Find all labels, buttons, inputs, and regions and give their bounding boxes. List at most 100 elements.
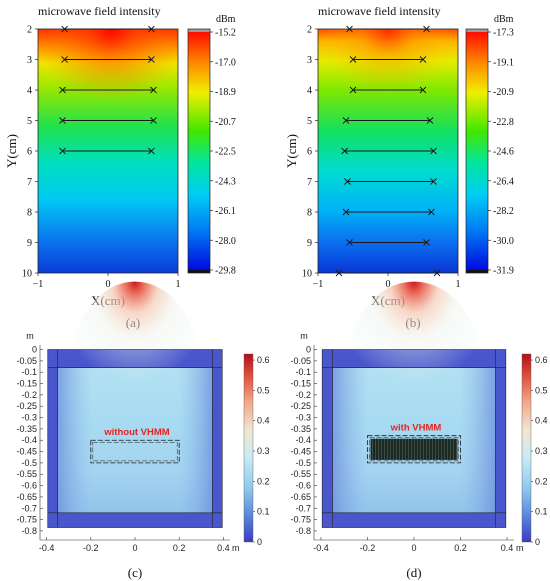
colorbar-tick-label: 0.4 (257, 416, 270, 426)
panel-c: without VHMM0-0.05-0.1-0.15-0.2-0.25-0.3… (16, 281, 270, 580)
colorbar-unit: dBm (494, 14, 514, 25)
measurement-point (59, 147, 66, 155)
panel-b: microwave field intensity2345678910−101X… (284, 4, 514, 330)
colorbar-tick-label: 0.6 (257, 355, 270, 365)
colorbar-tick-label: -22.5 (215, 147, 236, 158)
measurement-point (342, 117, 350, 124)
y-tick-label: 5 (27, 116, 32, 127)
colorbar-tick-label: -19.1 (493, 57, 514, 68)
y-tick-label: 0 (306, 345, 311, 355)
panel-d: with VHMM0-0.05-0.1-0.15-0.2-0.25-0.3-0.… (290, 281, 548, 580)
y-tick-label: -0.2 (295, 390, 311, 400)
y-tick-label: -0.45 (290, 447, 311, 457)
panel-caption: (d) (406, 565, 421, 580)
y-tick-label: -0.75 (290, 515, 311, 525)
y-tick-label: -0.25 (290, 401, 311, 411)
measurement-point (150, 117, 157, 124)
measurement-line (59, 86, 157, 94)
y-tick-label: -0.8 (21, 526, 37, 536)
measurement-line (344, 178, 437, 185)
colorbar-tick-label: 0.2 (257, 476, 270, 486)
colorbar-tick-label: -28.2 (493, 206, 514, 217)
colorbar-tick-label: 0.1 (257, 507, 270, 517)
chart-title: microwave field intensity (318, 4, 441, 18)
measurement-line (342, 208, 435, 216)
colorbar-tick-label: -15.2 (215, 28, 236, 39)
y-tick-label: -0.55 (290, 469, 311, 479)
measurement-point (148, 56, 155, 63)
measurement-line (349, 86, 427, 94)
x-tick-label: 0 (411, 543, 416, 553)
y-tick-label: -0.5 (295, 458, 311, 468)
load-annotation: without VHMM (103, 427, 170, 438)
y-tick-label: -0.4 (295, 435, 311, 445)
x-tick-label: -0.4 (313, 543, 329, 553)
x-unit-label: m (232, 543, 240, 553)
vhmm-block (370, 438, 458, 460)
x-tick-label: 1 (456, 279, 461, 290)
measurement-point (148, 147, 155, 155)
measurement-point (423, 25, 430, 33)
colorbar-tick-label: -29.8 (215, 266, 236, 277)
y-tick-label: -0.45 (16, 447, 37, 457)
x-tick-label: -0.4 (39, 543, 55, 553)
measurement-point (342, 208, 350, 216)
colorbar-tick-label: -24.6 (493, 147, 514, 158)
y-tick-label: 4 (307, 86, 312, 97)
measurement-point (430, 147, 437, 155)
y-unit-label: m (300, 331, 308, 341)
y-tick-label: 2 (307, 25, 312, 36)
y-tick-label: -0.75 (16, 515, 37, 525)
load-dashed-box (367, 435, 461, 464)
y-tick-label: 5 (307, 116, 312, 127)
colorbar-tick-label: 0.3 (257, 446, 270, 456)
measurement-point (150, 86, 157, 94)
measurement-point (426, 117, 434, 124)
y-tick-label: 8 (27, 208, 32, 219)
measurement-point (346, 239, 353, 246)
panel-a: microwave field intensity2345678910−101X… (4, 4, 236, 330)
measurement-point (349, 56, 357, 63)
colorbar-tick-label: -18.9 (215, 87, 236, 98)
colorbar-tick-label: -26.1 (215, 206, 236, 217)
y-tick-label: -0.35 (290, 424, 311, 434)
measurement-point (59, 117, 66, 124)
y-tick-label: -0.1 (295, 367, 311, 377)
field-hotspot (345, 281, 483, 456)
y-tick-label: -0.6 (21, 481, 37, 491)
y-axis-label: Y(cm) (284, 134, 299, 168)
y-tick-label: -0.65 (16, 492, 37, 502)
load-dashed-box-inner (92, 441, 178, 462)
colorbar-tick-label: -20.9 (493, 87, 514, 98)
y-tick-label: -0.6 (295, 481, 311, 491)
y-tick-label: -0.8 (295, 526, 311, 536)
y-tick-label: 0 (32, 345, 37, 355)
x-tick-label: 0.4 (501, 543, 514, 553)
colorbar (466, 29, 488, 273)
y-tick-label: -0.35 (16, 424, 37, 434)
y-unit-label: m (26, 331, 34, 341)
outer-boundary (47, 349, 223, 528)
colorbar-unit: dBm (216, 14, 236, 25)
y-tick-label: 6 (307, 147, 312, 158)
measurement-line (59, 147, 155, 155)
x-tick-label: -0.2 (83, 543, 99, 553)
measurement-line (335, 269, 441, 277)
measurement-line (346, 25, 430, 33)
measurement-point (349, 86, 357, 94)
y-tick-label: 8 (307, 208, 312, 219)
measurement-point (419, 56, 427, 63)
y-tick-label: -0.5 (21, 458, 37, 468)
colorbar-tick-label: 0.1 (535, 507, 548, 517)
y-tick-label: -0.1 (21, 367, 37, 377)
y-tick-label: 3 (27, 55, 32, 66)
measurement-line (342, 117, 434, 124)
measurement-point (344, 178, 351, 185)
colorbar-tick-label: 0 (257, 537, 262, 547)
y-tick-label: -0.05 (290, 356, 311, 366)
colorbar-cap-bottom (466, 270, 488, 273)
x-tick-label: 0 (106, 279, 111, 290)
colorbar-tick-label: -24.3 (215, 176, 236, 187)
y-tick-label: -0.3 (295, 413, 311, 423)
colorbar-cap-top (466, 29, 488, 32)
